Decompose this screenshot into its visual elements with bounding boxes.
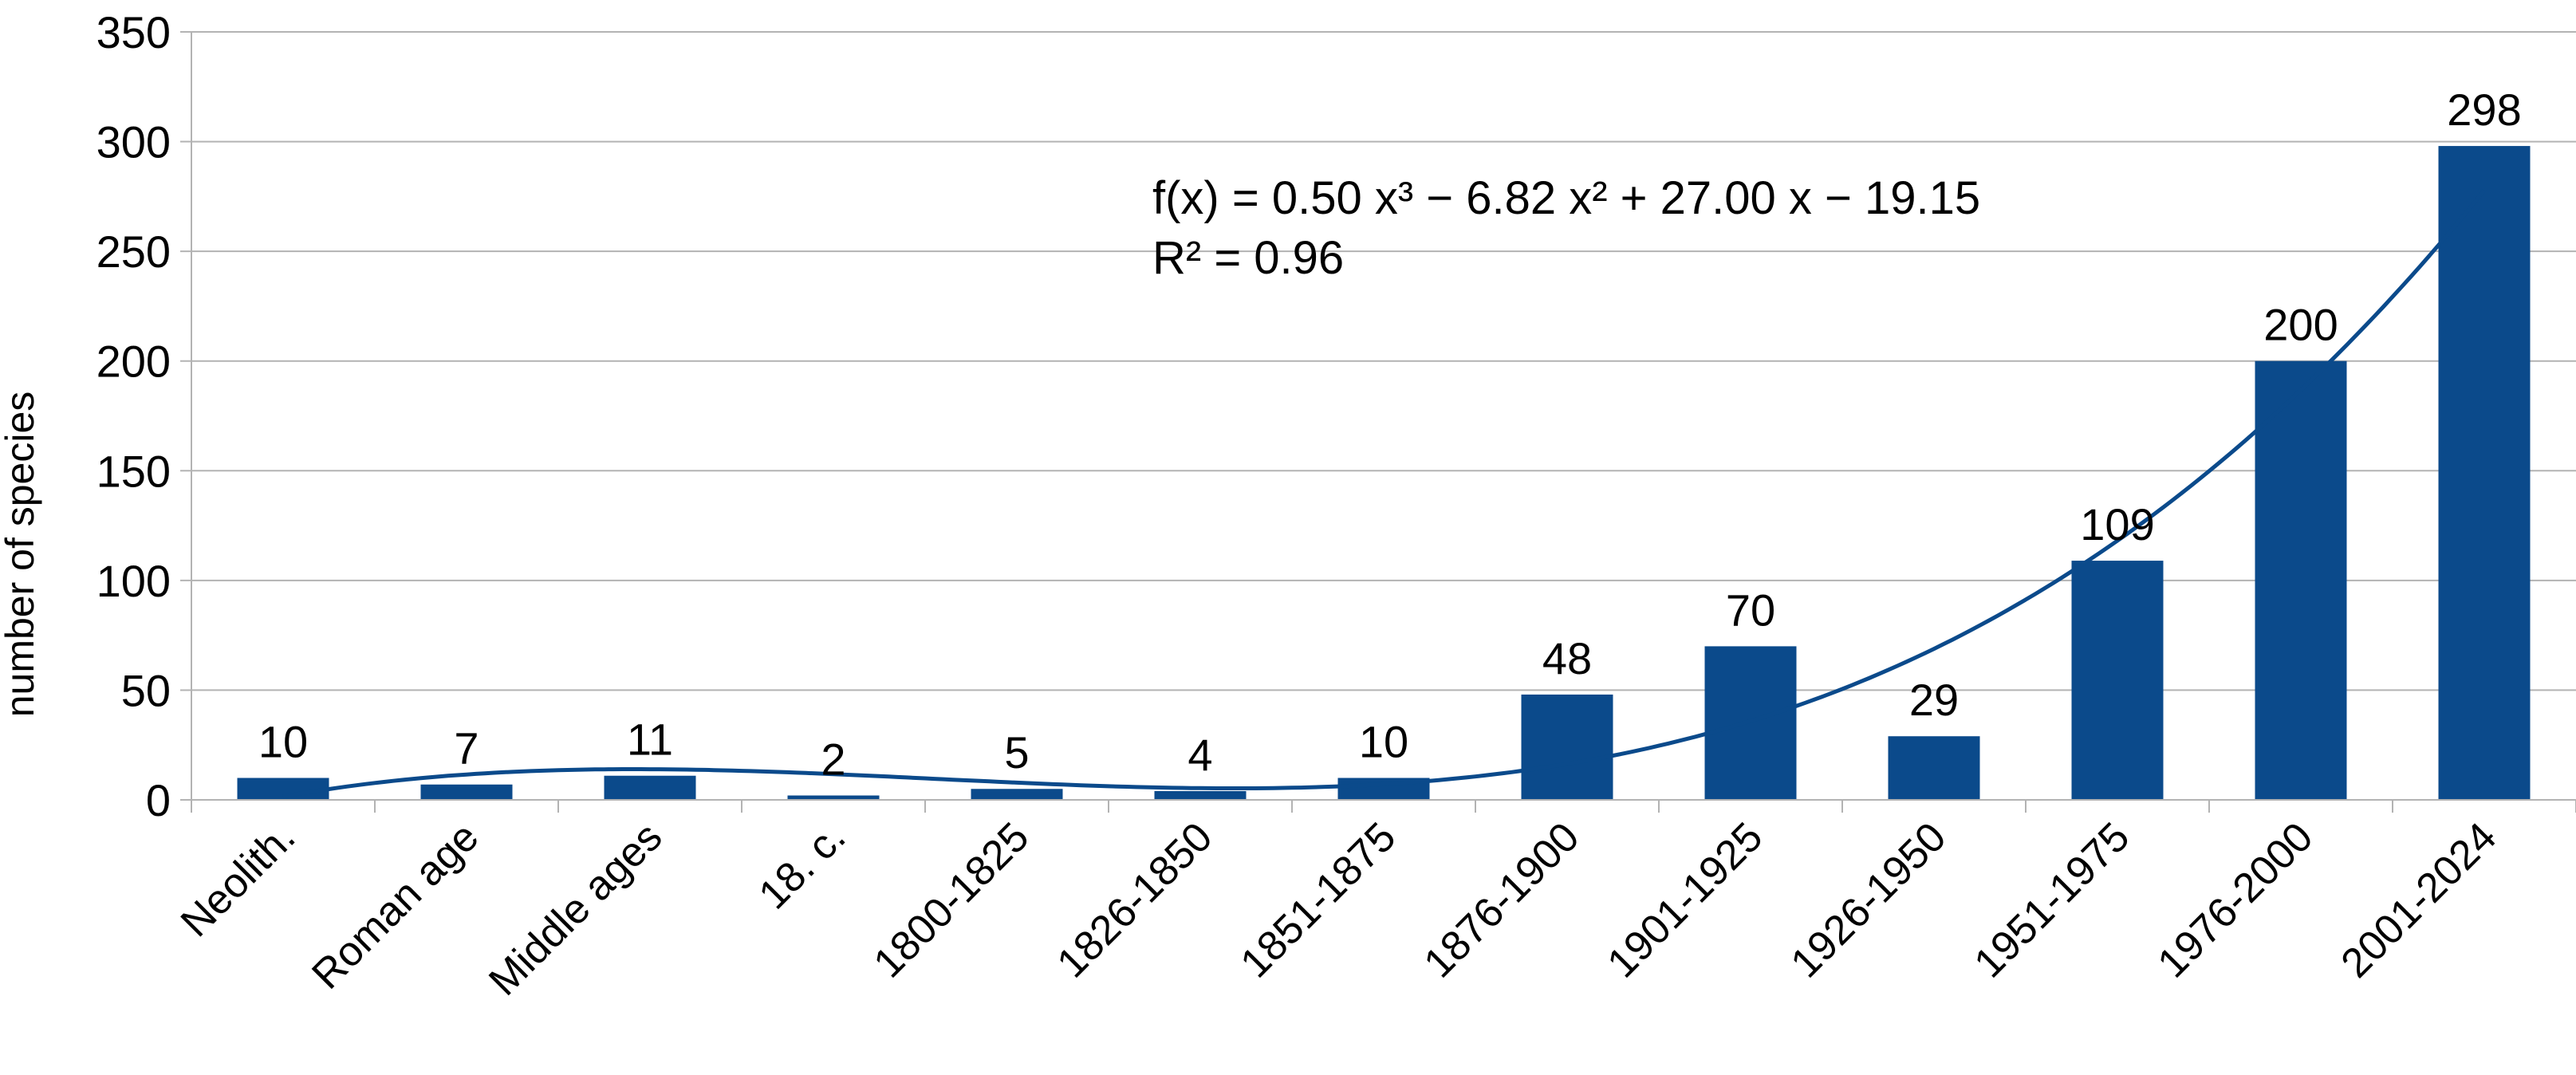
x-tick-label: 1876-1900 — [1416, 813, 1589, 986]
bar — [604, 775, 696, 800]
y-tick-label: 150 — [97, 446, 171, 496]
x-tick-label: 1926-1950 — [1782, 813, 1956, 986]
bar — [1154, 790, 1247, 800]
data-label: 11 — [627, 715, 673, 765]
gridlines — [191, 31, 2576, 801]
bar — [787, 795, 880, 800]
x-tick-label: 1826-1850 — [1049, 813, 1222, 986]
data-labels: 10 7 11 2 5 4 10 48 70 29 109 200 298 — [258, 85, 2522, 784]
data-label: 4 — [1188, 730, 1212, 780]
data-label: 200 — [2263, 300, 2338, 350]
y-axis: 0 50 100 150 200 250 300 350 — [97, 7, 192, 825]
y-tick-label: 100 — [97, 556, 171, 606]
y-tick-label: 50 — [121, 665, 171, 715]
trendline-curve — [282, 189, 2486, 799]
y-axis-label: number of species — [0, 392, 42, 718]
x-tick-label: 1851-1875 — [1232, 813, 1405, 986]
y-tick-label: 200 — [97, 337, 171, 387]
trendline — [282, 189, 2486, 799]
bar — [237, 778, 329, 800]
x-tick-label: 1951-1975 — [1966, 813, 2139, 986]
bar — [1521, 694, 1613, 800]
data-label: 70 — [1726, 585, 1775, 635]
bars — [237, 146, 2531, 800]
data-label: 7 — [454, 723, 479, 774]
x-tick-label: 1976-2000 — [2149, 813, 2322, 986]
trendline-equation: f(x) = 0.50 x³ − 6.82 x² + 27.00 x − 19.… — [1152, 172, 1980, 224]
y-tick-label: 350 — [97, 7, 171, 57]
data-label: 5 — [1004, 727, 1029, 778]
data-label: 10 — [1359, 716, 1408, 766]
x-tick-label: 2001-2024 — [2333, 813, 2506, 986]
data-label: 48 — [1542, 633, 1592, 683]
data-label: 2 — [821, 734, 845, 784]
bar — [420, 784, 513, 800]
data-label: 109 — [2080, 499, 2154, 549]
x-tick-label: Neolith. — [172, 813, 305, 946]
data-label: 10 — [258, 716, 308, 766]
data-label: 29 — [1909, 675, 1959, 725]
x-tick-label: 1800-1825 — [865, 813, 1038, 986]
trendline-r-squared: R² = 0.96 — [1152, 232, 1344, 284]
x-tick-label: 18. c. — [750, 813, 855, 918]
bar — [2255, 360, 2347, 800]
bar — [971, 789, 1063, 800]
data-label: 298 — [2447, 85, 2521, 135]
y-tick-label: 250 — [97, 226, 171, 277]
bar — [2071, 561, 2164, 800]
x-tick-label: Middle ages — [480, 813, 671, 1004]
y-tick-label: 0 — [146, 775, 171, 825]
bar — [1888, 736, 1980, 800]
bar — [2438, 146, 2531, 800]
x-tick-label: Roman age — [303, 813, 487, 998]
y-tick-label: 300 — [97, 117, 171, 167]
x-tick-label: 1901-1925 — [1599, 813, 1772, 986]
